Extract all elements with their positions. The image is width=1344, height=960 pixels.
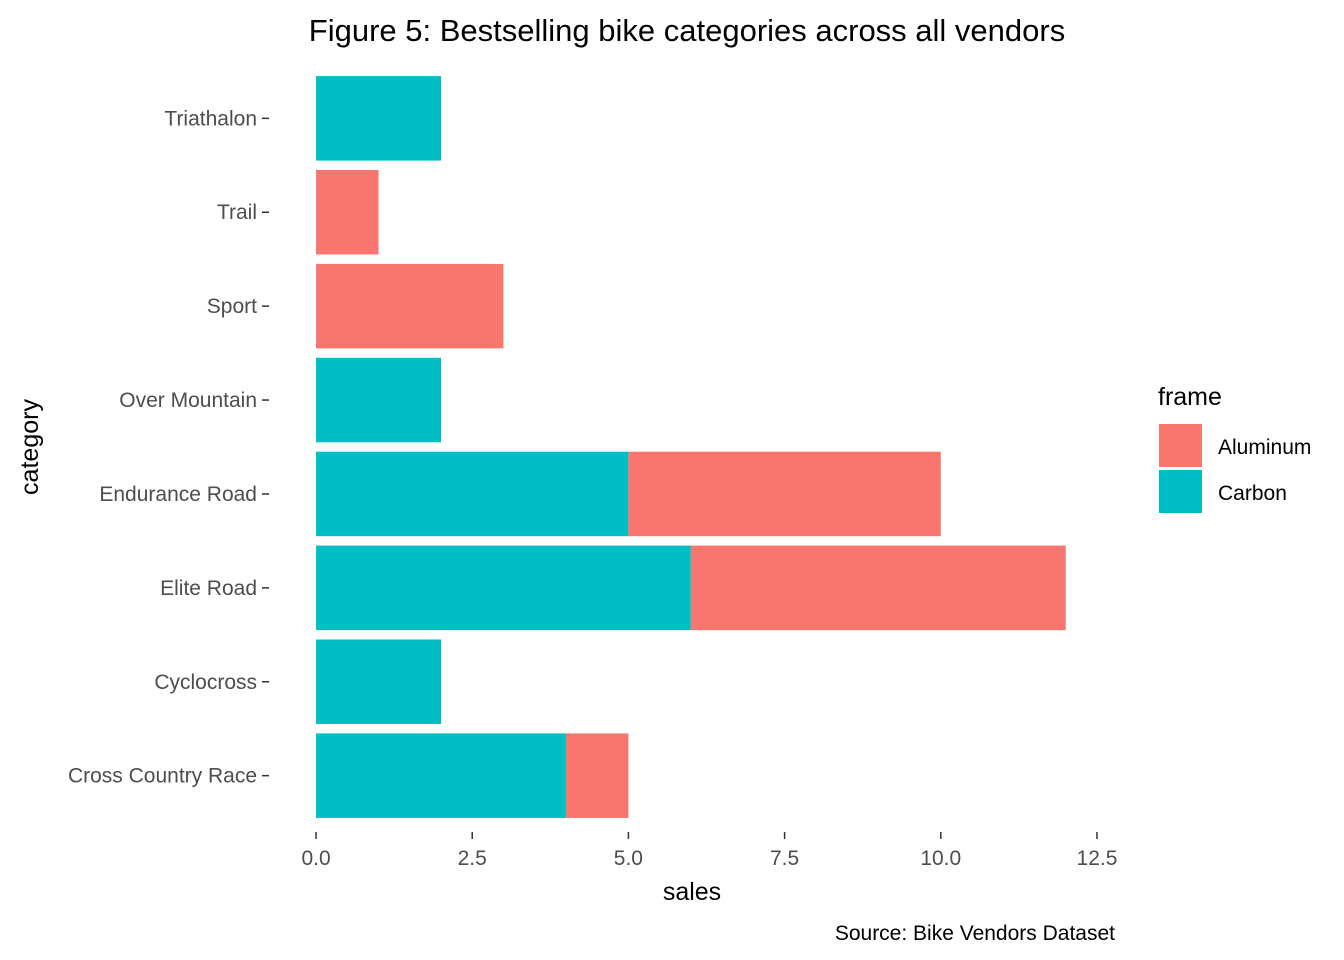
y-tick-label: Trail xyxy=(217,201,257,224)
y-tick-label: Elite Road xyxy=(160,577,257,600)
bar-endurance-road-aluminum xyxy=(628,451,941,537)
bar-endurance-road-carbon xyxy=(316,451,629,537)
bar-cross-country-race-carbon xyxy=(316,733,566,818)
chart-caption: Source: Bike Vendors Dataset xyxy=(835,922,1115,945)
y-tick-label: Cyclocross xyxy=(154,671,257,694)
x-tick-label: 7.5 xyxy=(770,847,799,870)
bar-elite-road-carbon xyxy=(316,545,691,631)
bar-elite-road-aluminum xyxy=(690,545,1066,631)
legend-label-aluminum: Aluminum xyxy=(1218,436,1311,459)
y-tick-label: Cross Country Race xyxy=(68,765,257,788)
legend-title: frame xyxy=(1158,383,1222,411)
x-axis-title: sales xyxy=(663,878,721,906)
x-tick-label: 10.0 xyxy=(920,847,961,870)
x-axis: 0.0 2.5 5.0 7.5 10.0 12.5 xyxy=(301,832,1117,870)
x-tick-label: 12.5 xyxy=(1077,847,1118,870)
bar-cyclocross-carbon xyxy=(316,639,441,725)
y-tick-label: Sport xyxy=(207,295,257,318)
bar-triathalon-carbon xyxy=(316,76,441,161)
bar-cross-country-race-aluminum xyxy=(565,733,629,818)
x-tick-label: 2.5 xyxy=(458,847,487,870)
y-axis: Cross Country Race Cyclocross Elite Road En… xyxy=(68,107,269,788)
bar-over-mountain-carbon xyxy=(316,357,441,443)
legend-key-carbon xyxy=(1159,470,1202,513)
bars xyxy=(316,76,1066,818)
x-tick-label: 5.0 xyxy=(614,847,643,870)
y-tick-label: Triathalon xyxy=(164,107,257,130)
bar-sport-aluminum xyxy=(316,263,504,349)
legend-label-carbon: Carbon xyxy=(1218,482,1287,505)
bar-trail-aluminum xyxy=(316,169,379,255)
legend-key-aluminum xyxy=(1159,424,1202,467)
chart-title: Figure 5: Bestselling bike categories ac… xyxy=(309,13,1065,48)
x-tick-label: 0.0 xyxy=(301,847,330,870)
y-tick-label: Endurance Road xyxy=(99,483,257,506)
legend: frame Aluminum Carbon xyxy=(1158,383,1311,513)
y-axis-title: category xyxy=(16,399,44,495)
y-tick-label: Over Mountain xyxy=(119,389,257,412)
